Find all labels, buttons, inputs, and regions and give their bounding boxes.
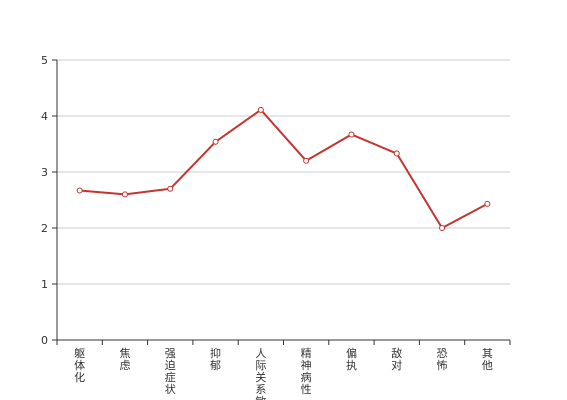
y-tick-label: 5 [41, 54, 48, 67]
x-tick-label: 敌对 [391, 346, 402, 372]
y-tick-label: 1 [41, 278, 48, 291]
data-point [121, 191, 128, 198]
data-point [167, 185, 174, 192]
data-point [76, 187, 83, 194]
grid-lines [57, 59, 510, 285]
series-line [79, 108, 488, 229]
data-point [257, 106, 264, 113]
x-tick-label: 偏执 [346, 346, 357, 372]
x-tick-label: 躯体化 [74, 347, 85, 384]
series-group [76, 106, 491, 231]
x-tick-label: 强迫症状 [165, 347, 176, 396]
x-tick-label: 其他 [482, 347, 493, 372]
data-point [393, 150, 400, 157]
data-point [303, 157, 310, 164]
x-tick-label: 人际关系敏感 [255, 347, 266, 400]
data-point [439, 225, 446, 231]
x-axis-ticks: 躯体化 焦虑 强迫症状 抑郁 人际关系敏感 精神病性 偏执 敌对 恐怖 其他 [56, 340, 511, 400]
data-point [348, 131, 355, 138]
x-tick-label: 恐怖 [437, 347, 448, 372]
y-tick-label: 0 [41, 334, 48, 347]
y-tick-label: 2 [41, 222, 48, 235]
x-tick-label: 精神病性 [301, 347, 312, 396]
y-axis-ticks: 0 1 2 3 4 5 [41, 54, 57, 347]
x-tick-label: 焦虑 [119, 347, 130, 372]
y-tick-label: 3 [41, 166, 48, 179]
data-point [484, 200, 491, 207]
y-tick-label: 4 [41, 110, 48, 123]
data-point [212, 138, 219, 145]
axes [56, 60, 510, 341]
x-tick-label: 抑郁 [210, 346, 221, 372]
